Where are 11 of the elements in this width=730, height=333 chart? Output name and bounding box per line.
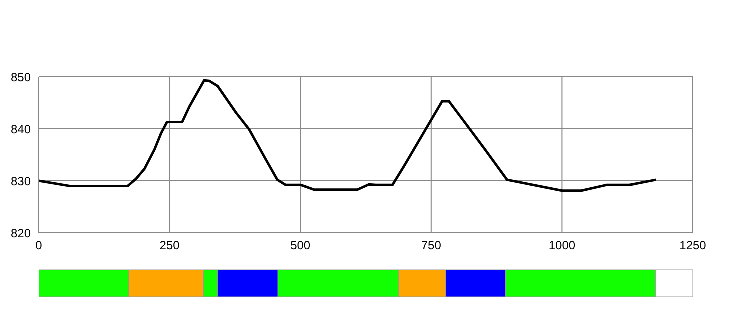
- y-tick-label: 830: [10, 174, 32, 188]
- x-tick-label: 1000: [548, 238, 576, 253]
- y-tick-label: 820: [10, 226, 32, 240]
- line-series: [39, 79, 658, 192]
- x-tick-label: 750: [421, 238, 442, 253]
- x-tick-label: 250: [160, 238, 180, 253]
- y-tick-label: 840: [10, 122, 32, 136]
- x-tick-label: 1250: [680, 238, 707, 253]
- x-tick-label: 500: [290, 238, 311, 253]
- x-tick-label: 0: [36, 238, 43, 253]
- y-tick-label: 850: [10, 70, 32, 84]
